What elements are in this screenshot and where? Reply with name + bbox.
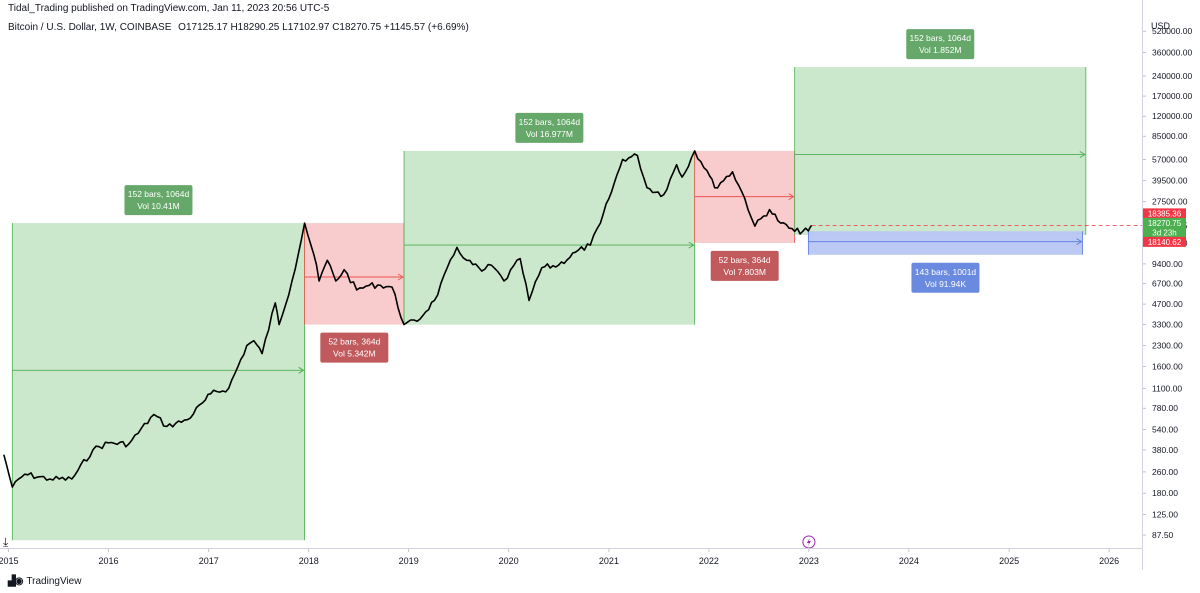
y-tick-label: 360000.00 — [1152, 48, 1192, 58]
x-tick-label: 2023 — [799, 556, 819, 566]
y-tick-label: 540.00 — [1152, 425, 1178, 435]
range-label-5: 143 bars, 1001d Vol 91.94K — [911, 262, 980, 293]
x-tick-label: 2025 — [999, 556, 1019, 566]
range-label-volume: Vol 10.41M — [137, 201, 180, 211]
range-label-2: 152 bars, 1064d Vol 16.977M — [515, 112, 584, 143]
y-tick-label: 27500.00 — [1152, 197, 1188, 207]
tradingview-logo-icon: ▟◉ — [8, 576, 23, 587]
y-tick-label: 39500.00 — [1152, 176, 1188, 186]
range-arrow-head-0 — [298, 366, 305, 374]
x-tick-label: 2015 — [0, 556, 19, 566]
range-box-0 — [12, 223, 305, 541]
range-label-box — [710, 250, 779, 281]
range-arrow-head-3 — [788, 193, 795, 201]
range-arrow-head-4 — [1079, 151, 1086, 158]
y-tick-label: 780.00 — [1152, 403, 1178, 413]
price-tag-text-0: 18385.36 — [1148, 209, 1182, 218]
range-label-bars: 152 bars, 1064d — [128, 189, 190, 199]
y-tick-label: 260.00 — [1152, 467, 1178, 477]
ohlc-values: O17125.17 H18290.25 L17102.97 C18270.75 … — [178, 22, 469, 33]
range-label-box — [515, 112, 584, 143]
range-box-4 — [794, 67, 1086, 235]
publisher-line: Tidal_Trading published on TradingView.c… — [8, 3, 330, 14]
range-arrow-head-1 — [397, 273, 404, 281]
price-line — [3, 150, 813, 488]
range-label-box — [320, 332, 389, 363]
x-tick-label: 2018 — [299, 556, 319, 566]
range-label-bars: 143 bars, 1001d — [915, 267, 977, 277]
range-arrow-head-2 — [688, 241, 695, 249]
price-tag-2 — [1143, 227, 1186, 238]
y-tick-label: 120000.00 — [1152, 111, 1192, 121]
currency-label: USD — [1151, 21, 1171, 31]
y-tick-label: 3300.00 — [1152, 320, 1183, 330]
range-label-volume: Vol 7.803M — [723, 267, 766, 277]
range-label-box — [124, 185, 193, 216]
y-tick-label: 1600.00 — [1152, 362, 1183, 372]
footer-brand: TradingView — [26, 576, 82, 587]
range-label-box — [911, 262, 980, 293]
price-tag-text-3: 18140.62 — [1148, 238, 1182, 247]
y-tick-label: 520000.00 — [1152, 26, 1192, 36]
symbol-title: Bitcoin / U.S. Dollar, 1W, COINBASE — [8, 22, 172, 33]
y-tick-label: 2300.00 — [1152, 341, 1183, 351]
range-label-3: 52 bars, 364d Vol 7.803M — [710, 250, 779, 281]
x-tick-label: 2016 — [98, 556, 118, 566]
y-tick-label: 240000.00 — [1152, 71, 1192, 81]
y-tick-label: 180.00 — [1152, 488, 1178, 498]
x-tick-label: 2021 — [599, 556, 619, 566]
range-label-box — [906, 29, 975, 60]
lightning-bolt-icon — [806, 538, 811, 546]
range-label-4: 152 bars, 1064d Vol 1.852M — [906, 29, 975, 60]
range-label-1: 52 bars, 364d Vol 5.342M — [320, 332, 389, 363]
x-tick-label: 2024 — [899, 556, 919, 566]
range-label-volume: Vol 5.342M — [333, 349, 376, 359]
range-label-bars: 152 bars, 1064d — [910, 33, 972, 43]
y-tick-label: 87.50 — [1152, 530, 1174, 540]
y-tick-label: 6700.00 — [1152, 279, 1183, 289]
range-label-volume: Vol 91.94K — [925, 279, 966, 289]
x-tick-label: 2026 — [1099, 556, 1119, 566]
y-tick-label: 85000.00 — [1152, 131, 1188, 141]
range-label-bars: 52 bars, 364d — [719, 255, 771, 265]
price-axis-divider — [1142, 0, 1143, 570]
y-tick-label: 57000.00 — [1152, 154, 1188, 164]
y-tick-label: 170000.00 — [1152, 91, 1192, 101]
x-tick-label: 2019 — [399, 556, 419, 566]
symbol-line: Bitcoin / U.S. Dollar, 1W, COINBASE O171… — [8, 22, 473, 33]
x-tick-label: 2022 — [699, 556, 719, 566]
range-label-volume: Vol 16.977M — [526, 129, 573, 139]
price-tag-text-1: 18270.75 — [1148, 219, 1182, 228]
price-tag-text-2: 3d 23h — [1152, 228, 1176, 237]
x-tick-label: 2020 — [499, 556, 519, 566]
price-chart[interactable]: 152 bars, 1064d Vol 10.41M 52 bars, 364d Vo… — [0, 0, 1200, 570]
price-tag-0 — [1143, 208, 1186, 219]
time-axis-divider — [0, 548, 1142, 549]
range-box-5 — [808, 231, 1083, 255]
range-label-bars: 52 bars, 364d — [328, 337, 380, 347]
range-label-bars: 152 bars, 1064d — [519, 117, 581, 127]
scroll-icon[interactable]: ⤓ — [3, 535, 9, 549]
price-tag-1 — [1143, 217, 1186, 228]
y-tick-label: 4700.00 — [1152, 299, 1183, 309]
footer: ▟◉ TradingView — [8, 576, 81, 587]
range-label-0: 152 bars, 1064d Vol 10.41M — [124, 185, 193, 216]
range-box-2 — [404, 150, 695, 325]
x-tick-label: 2017 — [199, 556, 219, 566]
range-arrow-head-5 — [1076, 238, 1083, 246]
y-tick-label: 125.00 — [1152, 509, 1178, 519]
y-tick-label: 380.00 — [1152, 445, 1178, 455]
range-label-volume: Vol 1.852M — [919, 45, 962, 55]
price-tag-3 — [1143, 236, 1186, 247]
y-tick-label: 1100.00 — [1152, 383, 1182, 393]
range-box-1 — [304, 223, 405, 325]
y-tick-label: 9400.00 — [1152, 259, 1183, 269]
